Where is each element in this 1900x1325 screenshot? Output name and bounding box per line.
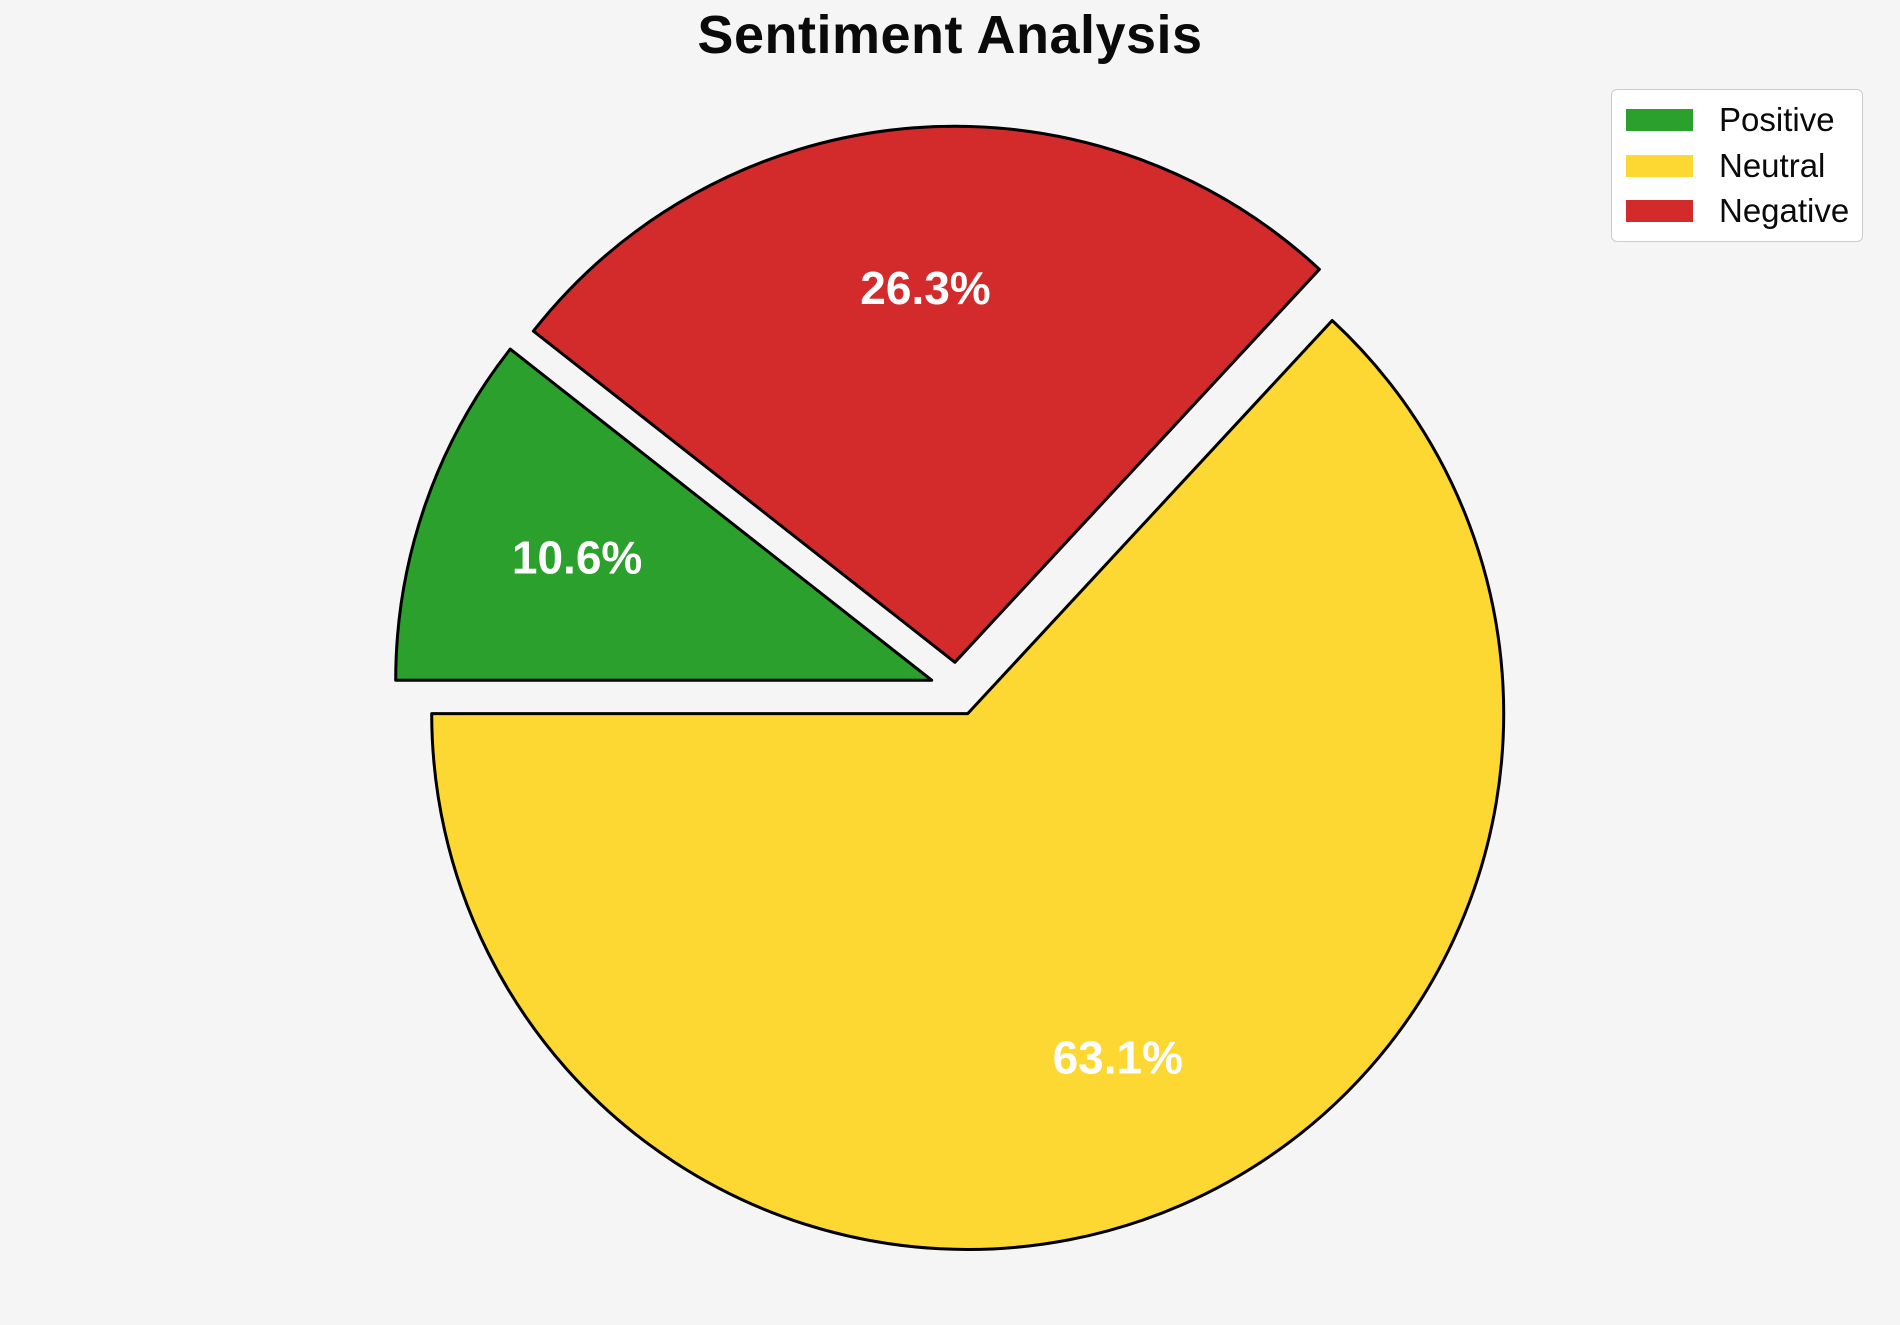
legend-label-neutral: Neutral xyxy=(1719,146,1826,184)
pie-slice-neutral xyxy=(430,319,1506,1251)
legend-item-positive: Positive xyxy=(1626,100,1848,140)
pie-slice-pct-neutral: 63.1% xyxy=(1053,1031,1183,1083)
legend-item-neutral: Neutral xyxy=(1626,146,1848,186)
legend-item-negative: Negative xyxy=(1626,191,1850,231)
legend: Positive Neutral Negative xyxy=(1611,89,1863,242)
legend-label-negative: Negative xyxy=(1719,192,1850,229)
legend-label-positive: Positive xyxy=(1719,101,1835,138)
legend-swatch-positive-icon xyxy=(1626,109,1693,131)
pie-slice-positive xyxy=(394,347,934,682)
pie-slice-negative xyxy=(531,124,1321,664)
chart-title: Sentiment Analysis xyxy=(697,5,1203,65)
pie-slice-pct-negative: 26.3% xyxy=(860,262,990,314)
legend-swatch-negative-icon xyxy=(1626,200,1693,222)
legend-swatch-neutral-icon xyxy=(1626,154,1693,177)
pie-slice-pct-positive: 10.6% xyxy=(512,532,642,584)
